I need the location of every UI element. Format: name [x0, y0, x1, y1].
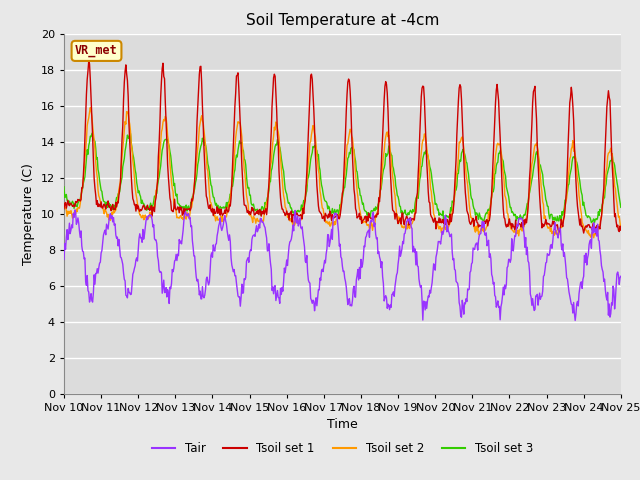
- X-axis label: Time: Time: [327, 418, 358, 431]
- Y-axis label: Temperature (C): Temperature (C): [22, 163, 35, 264]
- Title: Soil Temperature at -4cm: Soil Temperature at -4cm: [246, 13, 439, 28]
- Text: VR_met: VR_met: [75, 44, 118, 58]
- Legend: Tair, Tsoil set 1, Tsoil set 2, Tsoil set 3: Tair, Tsoil set 1, Tsoil set 2, Tsoil se…: [147, 437, 538, 460]
